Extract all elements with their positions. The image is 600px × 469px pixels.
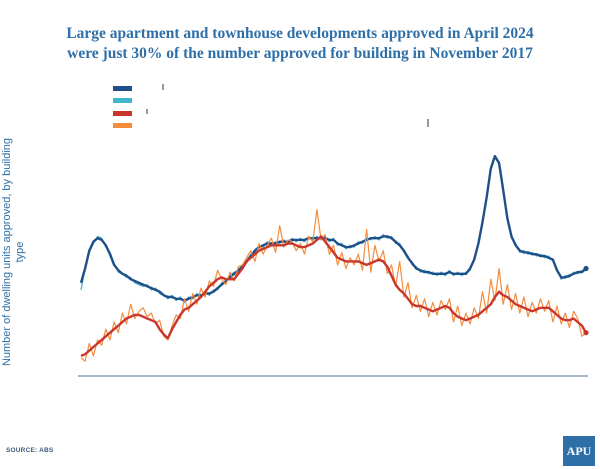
legend-swatch-4: [113, 123, 132, 128]
chart-legend: [113, 86, 132, 128]
chart-title-line-1: Large apartment and townhouse developmen…: [66, 25, 534, 42]
legend-swatch-1: [113, 86, 132, 91]
legend-tick-marks: [146, 84, 429, 127]
series-line-1: [79, 154, 587, 302]
apu-logo-text: APU: [566, 444, 592, 458]
chart-title-line-2: were just 30% of the number approved for…: [67, 45, 533, 62]
legend-swatch-3: [113, 111, 132, 116]
series-line-4: [80, 209, 587, 362]
series-layer: [79, 154, 589, 362]
apu-logo: APU: [563, 436, 595, 466]
legend-swatch-2: [113, 98, 132, 103]
series-end-point-3: [583, 330, 589, 336]
chart-title: Large apartment and townhouse developmen…: [0, 24, 600, 64]
source-note: SOURCE: ABS: [6, 447, 54, 454]
series-end-point-1: [583, 265, 589, 272]
series-line-3: [80, 235, 588, 358]
